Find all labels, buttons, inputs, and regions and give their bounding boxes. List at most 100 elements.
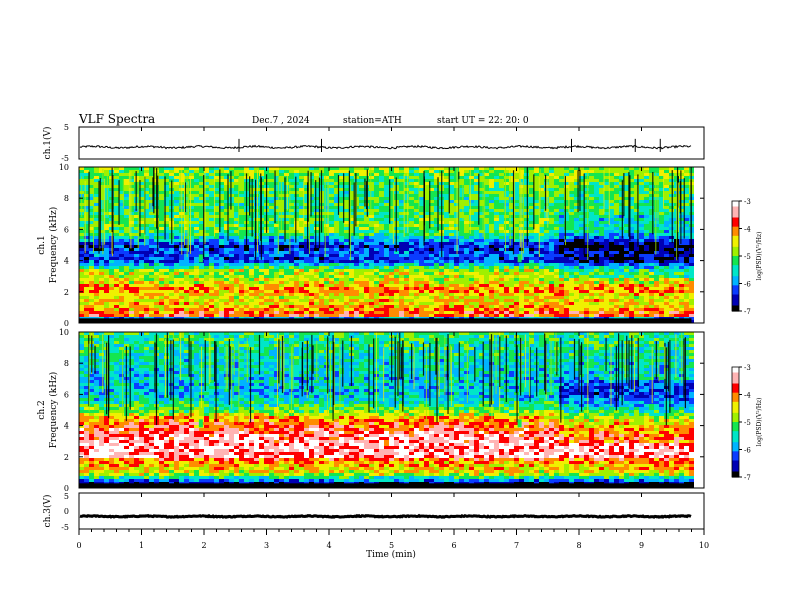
ch1-spectrogram-cell	[614, 188, 619, 191]
ch1-spectrogram-cell	[384, 233, 389, 236]
ch1-spectrogram-cell	[484, 173, 489, 176]
ch1-spectrogram-cell	[489, 221, 494, 224]
ch1-spectrogram-cell	[584, 236, 589, 239]
ch1-spectrogram-cell	[674, 278, 679, 281]
ch1-spectrogram-cell	[184, 188, 189, 191]
ch1-spectrogram-cell	[619, 215, 624, 218]
ch1-spectrogram-cell	[164, 218, 169, 221]
ch1-spectrogram-cell	[149, 167, 154, 170]
ch1-spectrogram-cell	[454, 170, 459, 173]
ch1-spectrogram-cell	[559, 197, 564, 200]
ch1-spectrogram-cell	[284, 260, 289, 263]
ch1-spectrogram-cell	[109, 248, 114, 251]
ch1-spectrogram-cell	[574, 242, 579, 245]
ch1-spectrogram-cell	[534, 212, 539, 215]
ch1-spectrogram-cell	[189, 176, 194, 179]
ch1-spectrogram-cell	[254, 260, 259, 263]
ch1-spectrogram-cell	[304, 251, 309, 254]
ch1-spectrogram-cell	[669, 191, 674, 194]
ch1-spectrogram-cell	[429, 266, 434, 269]
ch1-spectrogram-cell	[584, 251, 589, 254]
ch1-spectrogram-cell	[249, 284, 254, 287]
ch1-spectrogram-cell	[584, 221, 589, 224]
ch1-spectrogram-cell	[229, 284, 234, 287]
ch1-spectrogram-cell	[419, 167, 424, 170]
ch1-spectrogram-cell	[359, 215, 364, 218]
ch1-spectrogram-cell	[629, 176, 634, 179]
ch1-spectrogram-cell	[534, 278, 539, 281]
ch1-spectrogram-cell	[444, 209, 449, 212]
ch1-spectrogram-cell	[664, 176, 669, 179]
ch1-spectrogram-cell	[439, 284, 444, 287]
ch1-spectrogram-cell	[479, 236, 484, 239]
ch1-spectrogram-cell	[194, 203, 199, 206]
ch1-spectrogram-cell	[474, 224, 479, 227]
ch1-spectrogram-cell	[549, 233, 554, 236]
ch1-spectrogram-cell	[384, 245, 389, 248]
ch1-spectrogram-cell	[214, 185, 219, 188]
ch1-spectrogram-cell	[364, 239, 369, 242]
ch1-spectrogram-cell	[309, 251, 314, 254]
ch1-spectrogram-cell	[589, 272, 594, 275]
ch1-spectrogram-cell	[224, 209, 229, 212]
ch1-spectrogram-cell	[654, 233, 659, 236]
ch1-spectrogram-cell	[124, 227, 129, 230]
ch1-spectrogram-cell	[354, 272, 359, 275]
ch1-spectrogram-cell	[174, 230, 179, 233]
ch1-spectrogram-cell	[399, 167, 404, 170]
ch1-spectrogram-cell	[554, 257, 559, 260]
ch1-spectrogram-cell	[89, 221, 94, 224]
ch1-spectrogram-cell	[149, 251, 154, 254]
ch1-spectrogram-cell	[369, 185, 374, 188]
ch1-spectrogram-cell	[434, 176, 439, 179]
ch1-spectrogram-cell	[94, 239, 99, 242]
ch1-spectrogram-cell	[484, 224, 489, 227]
ch1-spectrogram-cell	[209, 260, 214, 263]
ch1-spectrogram-cell	[464, 227, 469, 230]
ch1-spectrogram-cell	[349, 209, 354, 212]
ch1-spectrogram-cell	[514, 185, 519, 188]
ch1-spectrogram-cell	[194, 197, 199, 200]
ch1-spectrogram-cell	[184, 233, 189, 236]
ch1-spectrogram-cell	[624, 227, 629, 230]
ch1-spectrogram-cell	[324, 209, 329, 212]
ch1-spectrogram-cell	[669, 227, 674, 230]
ch1-spectrogram-cell	[544, 167, 549, 170]
ch1-spectrogram-cell	[444, 263, 449, 266]
ch1-spectrogram-cell	[204, 260, 209, 263]
ch1-spectrogram-cell	[479, 266, 484, 269]
ch1-spectrogram-cell	[224, 266, 229, 269]
ch1-spectrogram-cell	[144, 278, 149, 281]
ch1-spectrogram-cell	[389, 203, 394, 206]
ch1-spectrogram-cell	[544, 260, 549, 263]
ch1-spectrogram-cell	[419, 263, 424, 266]
ch1-spectrogram-cell	[159, 239, 164, 242]
ch1-spectrogram-cell	[159, 248, 164, 251]
ch1-spectrogram-cell	[334, 221, 339, 224]
ch1-spectrogram-cell	[614, 251, 619, 254]
ch1-spectrogram-cell	[174, 248, 179, 251]
ch1-spectrogram-cell	[444, 224, 449, 227]
ch1-spectrogram-cell	[574, 167, 579, 170]
ch1-spectrogram-cell	[539, 254, 544, 257]
ch1-spectrogram-cell	[419, 191, 424, 194]
ch1-spectrogram-cell	[664, 200, 669, 203]
ch1-spectrogram-cell	[154, 281, 159, 284]
ch1-spectrogram-cell	[639, 254, 644, 257]
ch1-spectrogram-cell	[559, 266, 564, 269]
ch1-spectrogram-cell	[414, 278, 419, 281]
ch1-spectrogram-cell	[394, 266, 399, 269]
ch1-spectrogram-cell	[194, 233, 199, 236]
ch1-spectrogram-cell	[124, 197, 129, 200]
ch1-spectrogram-cell	[114, 251, 119, 254]
ch1-spectrogram-cell	[594, 167, 599, 170]
ch1-spectrogram-cell	[229, 215, 234, 218]
ch1-spectrogram-cell	[614, 179, 619, 182]
ch1-spectrogram-cell	[79, 173, 84, 176]
ch1-spectrogram-cell	[664, 266, 669, 269]
ch1-spectrogram-cell	[299, 215, 304, 218]
ch1-spectrogram-cell	[409, 212, 414, 215]
ch1-spectrogram-cell	[329, 188, 334, 191]
ch1-spectrogram-cell	[469, 206, 474, 209]
ch1-spectrogram-cell	[384, 188, 389, 191]
